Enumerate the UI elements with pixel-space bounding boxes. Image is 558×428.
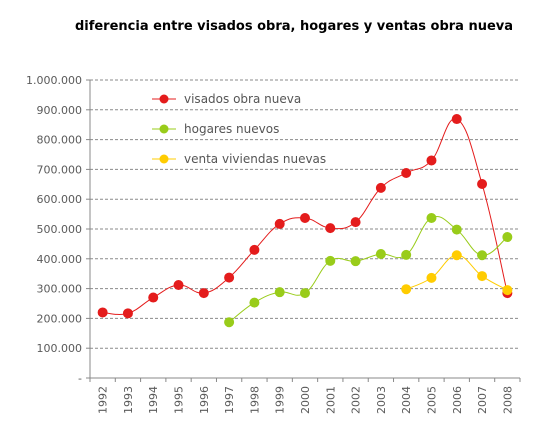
y-tick-label: 200.000 [37, 312, 83, 325]
series-3 [401, 250, 513, 296]
legend-label: venta viviendas nuevas [184, 152, 326, 166]
y-tick-label: 1.000.000 [26, 74, 82, 87]
data-point [426, 212, 437, 223]
x-tick-label: 1996 [198, 386, 211, 414]
x-tick-label: 2001 [324, 386, 337, 414]
data-point [451, 224, 462, 235]
x-tick-label: 2002 [350, 386, 363, 414]
data-point [198, 288, 209, 299]
y-tick-label: 900.000 [37, 104, 83, 117]
series-1 [97, 114, 513, 319]
x-tick-label: 2000 [299, 386, 312, 414]
data-point [249, 244, 260, 255]
chart-title: diferencia entre visados obra, hogares y… [74, 19, 514, 34]
axes [86, 79, 521, 382]
data-point [300, 212, 310, 223]
data-point [477, 271, 488, 282]
series-layer [97, 114, 513, 328]
data-point [249, 297, 260, 308]
x-tick-label: 2008 [501, 386, 514, 414]
data-point [477, 179, 488, 190]
data-point [426, 155, 437, 166]
y-tick-label: 600.000 [37, 193, 83, 206]
y-tick-label: 800.000 [37, 134, 83, 147]
data-point [325, 223, 336, 234]
y-tick-label: - [78, 372, 82, 385]
data-point [224, 317, 235, 328]
data-point [350, 256, 361, 267]
data-point [401, 284, 412, 295]
series-line [228, 216, 508, 323]
x-tick-labels: 1992 1993 1994 1995 1996 1997 1998 1999 2000 2001… [97, 386, 515, 414]
data-point [274, 218, 285, 229]
y-tick-label: 100.000 [37, 342, 83, 355]
x-tick-label: 1998 [248, 386, 261, 414]
legend-label: visados obra nueva [184, 92, 301, 106]
x-tick-label: 1995 [173, 386, 186, 414]
data-point [451, 250, 462, 261]
x-tick-label: 1992 [97, 386, 110, 414]
data-point [477, 250, 488, 261]
x-tick-label: 1997 [223, 386, 236, 414]
x-tick-label: 2006 [451, 386, 464, 414]
gridlines [90, 79, 520, 349]
y-tick-label: 700.000 [37, 163, 83, 176]
legend-label: hogares nuevos [184, 122, 279, 136]
data-point [350, 217, 361, 228]
y-tick-labels: - 100.000 200.000 300.000 400.000 500.000 600.… [26, 74, 82, 385]
data-point [375, 249, 386, 260]
data-point [148, 292, 159, 303]
legend-marker [159, 154, 169, 164]
x-tick-label: 2004 [400, 386, 413, 414]
data-point [274, 287, 285, 298]
y-tick-label: 500.000 [37, 223, 83, 236]
series-line [405, 254, 508, 291]
x-tick-label: 2005 [425, 386, 438, 414]
legend-item: hogares nuevos [152, 122, 279, 136]
legend-item: visados obra nueva [152, 92, 301, 106]
legend: visados obra nueva hogares nuevos venta vi… [152, 92, 326, 166]
data-point [426, 272, 437, 283]
series-2 [224, 212, 513, 328]
data-point [451, 114, 462, 125]
data-point [325, 255, 336, 266]
data-point [401, 167, 412, 178]
data-point [173, 280, 184, 291]
legend-item: venta viviendas nuevas [152, 152, 326, 166]
x-tick-label: 1994 [147, 386, 160, 414]
data-point [502, 232, 513, 243]
data-point [122, 308, 133, 319]
data-point [300, 288, 310, 299]
legend-marker [159, 124, 169, 134]
legend-marker [159, 94, 169, 104]
x-tick-label: 1993 [122, 386, 135, 414]
data-point [224, 272, 235, 283]
x-tick-label: 2003 [375, 386, 388, 414]
data-point [375, 182, 386, 193]
y-tick-label: 300.000 [37, 283, 83, 296]
x-tick-label: 2007 [476, 386, 489, 414]
data-point [401, 249, 412, 260]
y-tick-label: 400.000 [37, 253, 83, 266]
x-tick-label: 1999 [274, 386, 287, 414]
data-point [502, 285, 513, 296]
data-point [97, 307, 108, 318]
